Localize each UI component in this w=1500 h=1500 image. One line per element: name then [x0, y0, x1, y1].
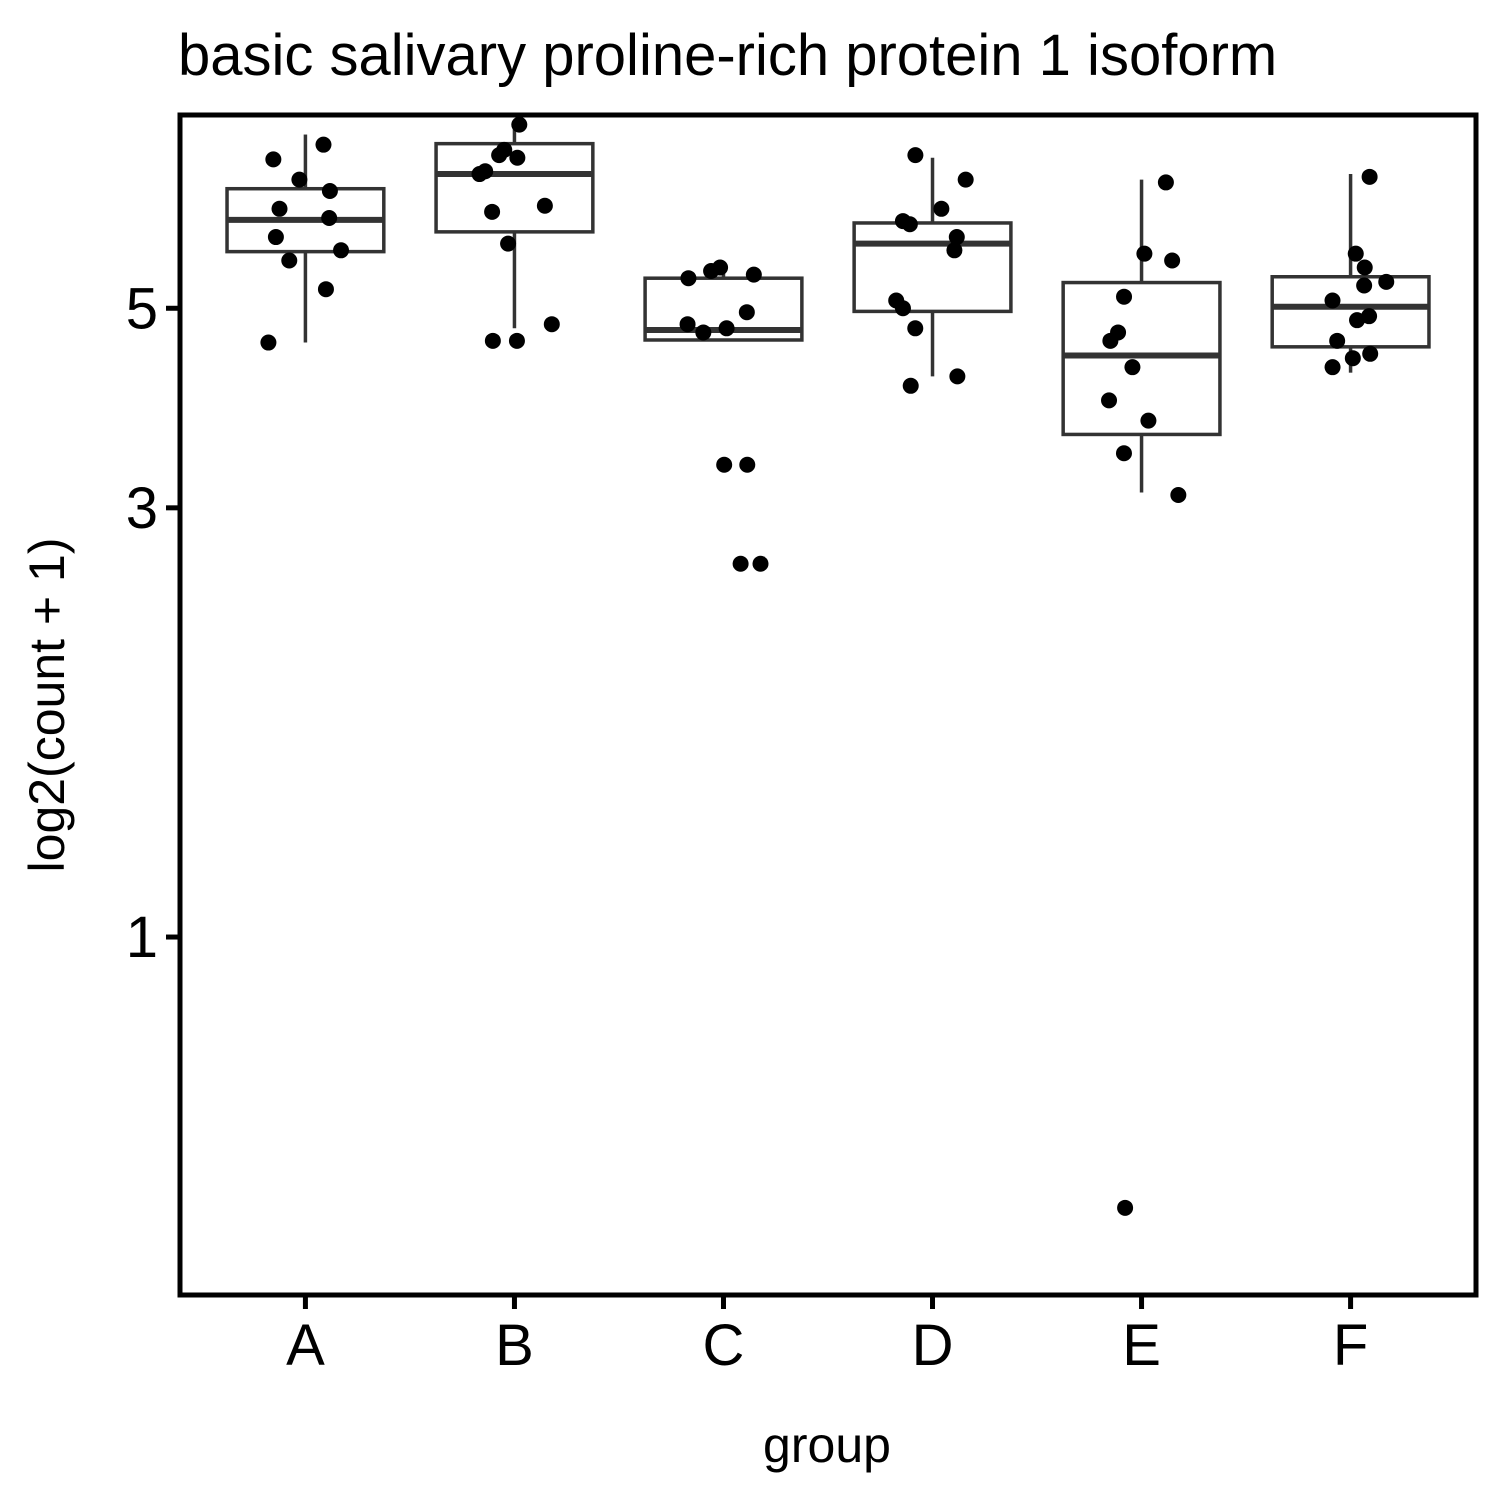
box-group-F — [1270, 174, 1431, 373]
x-tick-label: D — [912, 1313, 954, 1378]
data-point — [509, 149, 526, 166]
data-point — [321, 209, 338, 226]
data-point — [1356, 277, 1373, 294]
data-point — [281, 252, 298, 269]
data-point — [265, 151, 282, 168]
data-point — [536, 197, 553, 214]
data-point — [739, 456, 756, 473]
plot-panel-border — [177, 112, 1479, 1298]
data-point — [1344, 350, 1361, 367]
data-point — [260, 334, 277, 351]
data-point — [902, 377, 919, 394]
box-group-E — [1061, 179, 1222, 493]
data-point — [1124, 359, 1141, 376]
box — [852, 221, 1013, 314]
data-point — [1324, 359, 1341, 376]
data-point — [1361, 308, 1378, 325]
data-point — [894, 300, 911, 317]
data-point — [718, 320, 735, 337]
data-point — [491, 147, 508, 164]
data-point — [680, 270, 697, 287]
data-point — [508, 332, 525, 349]
data-point — [317, 281, 334, 298]
data-point — [907, 320, 924, 337]
data-point — [703, 263, 720, 280]
x-tick-label: F — [1333, 1313, 1368, 1378]
data-point — [315, 136, 332, 153]
plot-area — [225, 116, 1431, 1216]
axes: 1 3 5 A B C D E F — [126, 276, 1369, 1378]
data-point — [946, 242, 963, 259]
data-point — [1164, 252, 1181, 269]
data-point — [1356, 259, 1373, 276]
data-point — [1378, 273, 1395, 290]
data-point — [511, 116, 528, 133]
x-tick-label: C — [703, 1313, 745, 1378]
data-point — [484, 332, 501, 349]
data-point — [716, 456, 733, 473]
data-point — [1117, 1199, 1134, 1216]
box-group-B — [434, 124, 595, 329]
data-point — [1361, 168, 1378, 185]
box-group-A — [225, 134, 386, 343]
data-point — [901, 216, 918, 233]
data-point — [1329, 332, 1346, 349]
data-point — [738, 304, 755, 321]
data-point — [1136, 245, 1153, 262]
data-point — [1101, 392, 1118, 409]
data-point — [957, 171, 974, 188]
y-axis-label: log2(count + 1) — [19, 538, 75, 873]
data-point — [1157, 174, 1174, 191]
data-point — [471, 166, 488, 183]
box — [1270, 275, 1431, 349]
x-tick-label: E — [1122, 1313, 1161, 1378]
data-point — [1362, 345, 1379, 362]
y-tick-label: 3 — [126, 476, 158, 541]
data-point — [291, 171, 308, 188]
data-point — [679, 316, 696, 333]
data-point — [543, 316, 560, 333]
data-point — [1115, 445, 1132, 462]
data-point — [745, 266, 762, 283]
y-tick-label: 1 — [126, 905, 158, 970]
data-point — [1347, 245, 1364, 262]
data-point — [500, 235, 517, 252]
y-tick-label: 5 — [126, 276, 158, 341]
data-point — [1349, 312, 1366, 329]
data-point — [321, 183, 338, 200]
data-point — [1116, 288, 1133, 305]
data-point — [1102, 332, 1119, 349]
x-tick-label: A — [286, 1313, 325, 1378]
data-point — [333, 242, 350, 259]
data-point — [1140, 412, 1157, 429]
x-tick-label: B — [495, 1313, 534, 1378]
data-point — [933, 200, 950, 217]
data-point — [752, 555, 769, 572]
x-axis-label: group — [763, 1417, 891, 1473]
data-point — [695, 324, 712, 341]
data-point — [484, 203, 501, 220]
data-point — [948, 229, 965, 246]
data-point — [1324, 292, 1341, 309]
data-point — [1170, 487, 1187, 504]
chart-title: basic salivary proline-rich protein 1 is… — [178, 23, 1277, 88]
data-point — [267, 229, 284, 246]
data-point — [732, 555, 749, 572]
box — [434, 141, 595, 234]
data-point — [949, 368, 966, 385]
box-group-D — [852, 157, 1013, 377]
data-point — [271, 200, 288, 217]
data-point — [907, 147, 924, 164]
